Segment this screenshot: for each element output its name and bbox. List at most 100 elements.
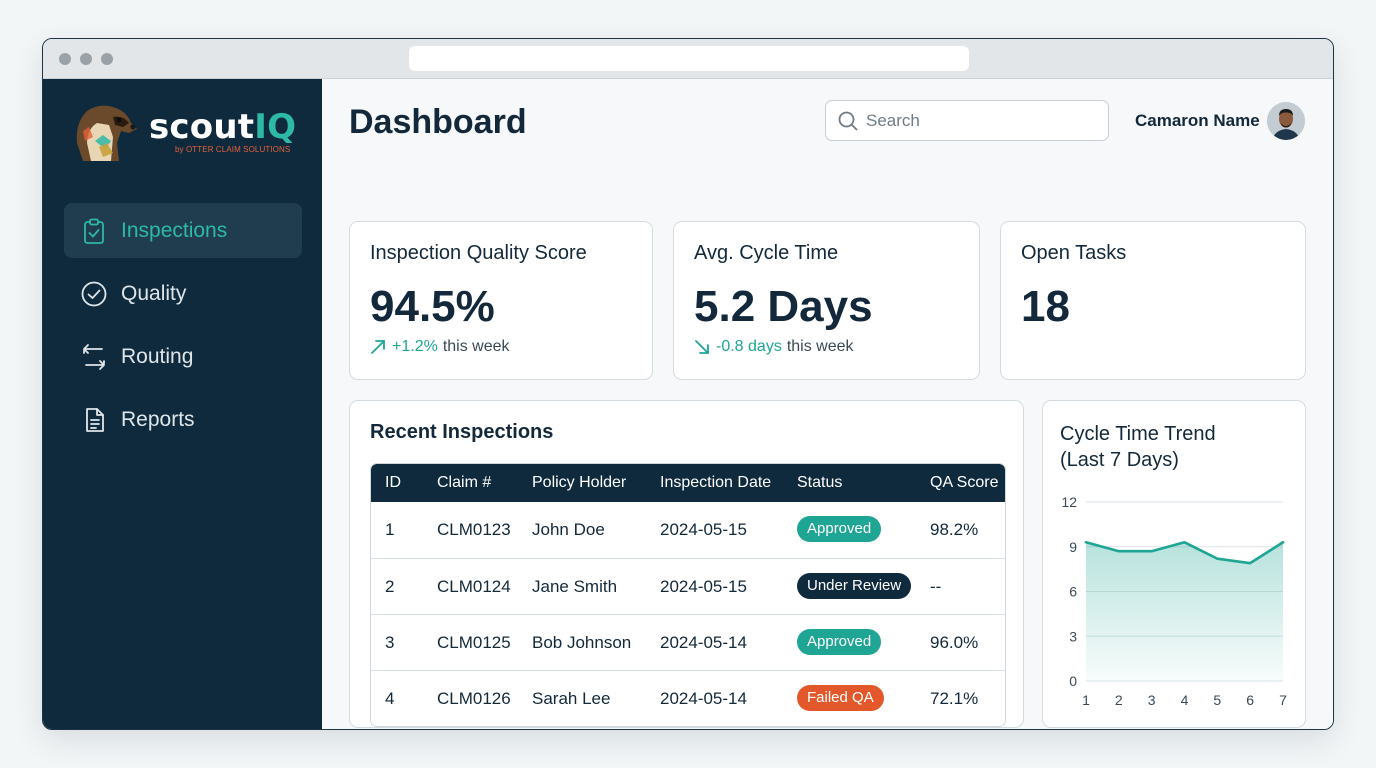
table-row[interactable]: 2 CLM0124 Jane Smith 2024-05-15 Under Re… (371, 558, 1005, 614)
x-tick-label: 4 (1181, 692, 1189, 708)
browser-window: scoutIQ by OTTER CLAIM SOLUTIONS Inspect… (42, 38, 1334, 730)
kpi-card-cycle-time: Avg. Cycle Time 5.2 Days -0.8 days this … (673, 221, 980, 380)
window-close-dot[interactable] (59, 53, 71, 65)
column-header-status[interactable]: Status (797, 474, 843, 491)
logo-wordmark: scoutIQ (149, 107, 297, 147)
cell-qa-score: 96.0% (930, 633, 979, 652)
x-tick-label: 6 (1246, 692, 1254, 708)
y-tick-label: 6 (1069, 584, 1077, 600)
avatar[interactable] (1267, 102, 1305, 140)
status-badge: Approved (797, 516, 882, 542)
address-bar[interactable] (409, 46, 969, 71)
sidebar-item-reports[interactable]: Reports (64, 392, 302, 447)
kpi-delta: -0.8 days (716, 338, 782, 355)
clipboard-check-icon (84, 218, 104, 244)
main-content: Dashboard Camaron Name Inspection Qualit… (322, 79, 1333, 729)
page-title: Dashboard (349, 103, 527, 141)
x-tick-label: 5 (1213, 692, 1221, 708)
kpi-trend: -0.8 days this week (694, 338, 854, 356)
logo[interactable]: scoutIQ by OTTER CLAIM SOLUTIONS (73, 103, 313, 167)
search-box[interactable] (825, 100, 1109, 141)
cell-policy-holder: Sarah Lee (532, 689, 611, 708)
chart-title-line2: (Last 7 Days) (1060, 449, 1179, 471)
x-tick-label: 3 (1148, 692, 1156, 708)
sidebar-item-quality[interactable]: Quality (64, 266, 302, 321)
sidebar-item-inspections[interactable]: Inspections (64, 203, 302, 258)
kpi-delta-suffix: this week (442, 338, 510, 355)
cell-inspection-date: 2024-05-14 (660, 633, 747, 652)
otter-logo-icon (76, 105, 137, 161)
check-circle-icon (81, 281, 107, 307)
search-input[interactable] (866, 109, 1096, 133)
cell-qa-score: -- (930, 577, 942, 596)
kpi-delta-suffix: this week (786, 338, 854, 355)
search-icon (838, 111, 858, 131)
table-header: ID Claim # Policy Holder Inspection Date… (371, 464, 1005, 502)
sidebar-item-routing[interactable]: Routing (64, 329, 302, 384)
x-tick-label: 1 (1082, 692, 1090, 708)
table-row[interactable]: 3 CLM0125 Bob Johnson 2024-05-14 Approve… (371, 614, 1005, 670)
cell-id: 4 (385, 689, 395, 708)
kpi-value: 18 (1021, 282, 1070, 331)
cell-qa-score: 98.2% (930, 520, 979, 539)
cell-policy-holder: John Doe (532, 520, 605, 539)
table-row[interactable]: 4 CLM0126 Sarah Lee 2024-05-14 Failed QA… (371, 670, 1005, 726)
chart-title: Cycle Time Trend (Last 7 Days) (1060, 421, 1216, 473)
column-header-qa-score[interactable]: QA Score (930, 474, 999, 491)
column-header-inspection-date[interactable]: Inspection Date (660, 474, 772, 491)
inspections-table: ID Claim # Policy Holder Inspection Date… (370, 463, 1006, 727)
y-tick-label: 9 (1069, 539, 1077, 555)
cell-claim: CLM0125 (437, 633, 511, 652)
sidebar: scoutIQ by OTTER CLAIM SOLUTIONS Inspect… (43, 79, 322, 729)
sidebar-item-label: Inspections (121, 218, 228, 242)
logo-tagline: by OTTER CLAIM SOLUTIONS (175, 145, 291, 154)
kpi-title: Avg. Cycle Time (694, 242, 839, 264)
x-tick-label: 7 (1279, 692, 1287, 708)
kpi-trend: +1.2% this week (370, 338, 510, 356)
x-tick-label: 2 (1115, 692, 1123, 708)
browser-chrome (43, 39, 1333, 79)
user-name[interactable]: Camaron Name (1135, 111, 1260, 130)
document-icon (86, 408, 104, 432)
trend-area (1086, 542, 1283, 681)
chart-title-line1: Cycle Time Trend (1060, 423, 1216, 445)
cell-inspection-date: 2024-05-15 (660, 520, 747, 539)
cycle-time-trend-card: Cycle Time Trend (Last 7 Days) 0 3 6 9 12 1 2 3… (1042, 400, 1306, 728)
kpi-delta: +1.2% (392, 338, 438, 355)
cell-policy-holder: Jane Smith (532, 577, 618, 596)
y-tick-label: 3 (1069, 628, 1077, 644)
cell-id: 1 (385, 520, 395, 539)
cell-id: 2 (385, 577, 395, 596)
trend-up-icon (371, 340, 385, 354)
status-badge: Under Review (797, 573, 912, 599)
status-badge: Failed QA (797, 685, 884, 711)
column-header-id[interactable]: ID (385, 474, 401, 491)
kpi-title: Inspection Quality Score (370, 242, 587, 264)
status-badge: Approved (797, 629, 882, 655)
recent-inspections-card: Recent Inspections ID Claim # Policy Hol… (349, 400, 1024, 728)
window-maximize-dot[interactable] (101, 53, 113, 65)
kpi-value: 94.5% (370, 282, 495, 331)
kpi-value: 5.2 Days (694, 282, 873, 331)
trend-down-icon (695, 340, 709, 354)
cell-claim: CLM0124 (437, 577, 511, 596)
kpi-card-quality-score: Inspection Quality Score 94.5% +1.2% thi… (349, 221, 653, 380)
cell-inspection-date: 2024-05-15 (660, 577, 747, 596)
cell-qa-score: 72.1% (930, 689, 979, 708)
y-tick-label: 0 (1069, 673, 1077, 689)
table-row[interactable]: 1 CLM0123 John Doe 2024-05-15 Approved 9… (371, 502, 1005, 558)
routing-arrows-icon (83, 344, 105, 370)
kpi-card-open-tasks: Open Tasks 18 (1000, 221, 1306, 380)
kpi-title: Open Tasks (1021, 242, 1127, 264)
cell-claim: CLM0126 (437, 689, 511, 708)
cell-id: 3 (385, 633, 395, 652)
column-header-policy-holder[interactable]: Policy Holder (532, 474, 627, 491)
column-header-claim[interactable]: Claim # (437, 474, 492, 491)
window-minimize-dot[interactable] (80, 53, 92, 65)
sidebar-item-label: Routing (121, 344, 194, 368)
section-title: Recent Inspections (370, 421, 554, 443)
sidebar-item-label: Quality (121, 281, 187, 305)
cell-inspection-date: 2024-05-14 (660, 689, 747, 708)
cell-claim: CLM0123 (437, 520, 511, 539)
